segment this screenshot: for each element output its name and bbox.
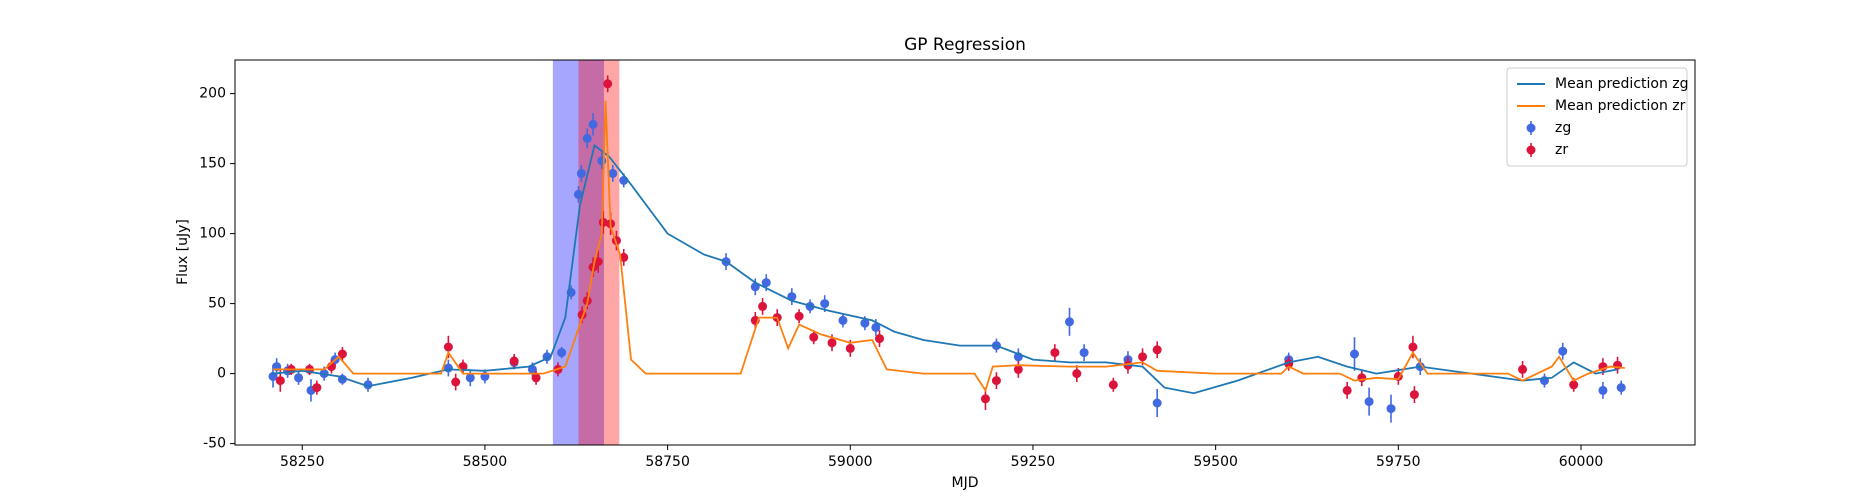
- data-point: [1409, 390, 1419, 400]
- data-point: [761, 278, 771, 288]
- data-point: [1598, 385, 1608, 395]
- x-tick-label: 60000: [1559, 454, 1604, 470]
- data-point: [1108, 380, 1118, 390]
- y-tick-label: -50: [203, 436, 226, 452]
- x-tick-label: 59500: [1193, 454, 1238, 470]
- data-point: [443, 363, 453, 373]
- data-point: [603, 79, 613, 89]
- data-point: [1386, 404, 1396, 414]
- data-point: [1569, 380, 1579, 390]
- legend-label: zg: [1555, 120, 1571, 136]
- data-point: [573, 189, 583, 199]
- data-point: [608, 168, 618, 178]
- legend-box: [1506, 67, 1688, 167]
- legend-label: Mean prediction zr: [1555, 98, 1686, 114]
- data-point: [820, 299, 830, 309]
- x-tick-label: 58500: [463, 454, 508, 470]
- data-point: [1152, 345, 1162, 355]
- data-point: [451, 377, 461, 387]
- data-point: [576, 168, 586, 178]
- data-point: [1349, 349, 1359, 359]
- y-tick-label: 100: [199, 226, 226, 242]
- data-point: [531, 373, 541, 383]
- data-point: [582, 133, 592, 143]
- data-point: [845, 343, 855, 353]
- data-point: [1408, 342, 1418, 352]
- data-point: [991, 376, 1001, 386]
- data-point: [1558, 346, 1568, 356]
- data-point: [1079, 348, 1089, 358]
- data-point: [509, 356, 519, 366]
- x-axis-label: MJD: [952, 475, 979, 491]
- data-point: [1138, 352, 1148, 362]
- data-point: [312, 383, 322, 393]
- x-tick-label: 58250: [280, 454, 325, 470]
- legend-label: zr: [1555, 142, 1568, 158]
- mean-line: [273, 100, 1625, 393]
- legend-marker: [1526, 145, 1536, 155]
- data-point: [1064, 317, 1074, 327]
- y-tick-label: 150: [199, 156, 226, 172]
- data-point: [337, 349, 347, 359]
- data-point: [860, 318, 870, 328]
- data-point: [758, 301, 768, 311]
- data-point: [1518, 364, 1528, 374]
- data-point: [1072, 369, 1082, 379]
- data-point: [1152, 398, 1162, 408]
- x-tick-label: 59250: [1011, 454, 1056, 470]
- mean-line: [272, 143, 1618, 395]
- data-point: [294, 373, 304, 383]
- data-point: [1364, 397, 1374, 407]
- data-point: [794, 311, 804, 321]
- data-point: [1342, 385, 1352, 395]
- x-tick-label: 59000: [828, 454, 873, 470]
- data-point: [363, 380, 373, 390]
- data-point: [1616, 383, 1626, 393]
- data-point: [980, 394, 990, 404]
- chart-title: GP Regression: [904, 35, 1026, 55]
- y-tick-label: 0: [217, 366, 226, 382]
- data-point: [275, 376, 285, 386]
- data-point: [809, 332, 819, 342]
- data-point: [588, 119, 598, 129]
- x-tick-label: 59750: [1376, 454, 1421, 470]
- y-axis-label: Flux [uJy]: [175, 219, 191, 285]
- plot-area: [268, 60, 1626, 445]
- legend-label: Mean prediction zg: [1555, 76, 1689, 92]
- axes-frame: [234, 59, 1696, 446]
- data-point: [527, 364, 537, 374]
- data-point: [597, 156, 607, 166]
- data-point: [443, 342, 453, 352]
- legend-marker: [1526, 123, 1536, 133]
- y-tick-label: 200: [199, 86, 226, 102]
- data-point: [557, 348, 567, 358]
- data-point: [598, 217, 608, 227]
- data-point: [875, 334, 885, 344]
- data-point: [827, 338, 837, 348]
- y-tick-label: 50: [208, 296, 226, 312]
- data-point: [465, 373, 475, 383]
- data-point: [1050, 348, 1060, 358]
- data-point: [1013, 364, 1023, 374]
- x-tick-label: 58750: [645, 454, 690, 470]
- data-point: [871, 322, 881, 332]
- data-point: [838, 315, 848, 325]
